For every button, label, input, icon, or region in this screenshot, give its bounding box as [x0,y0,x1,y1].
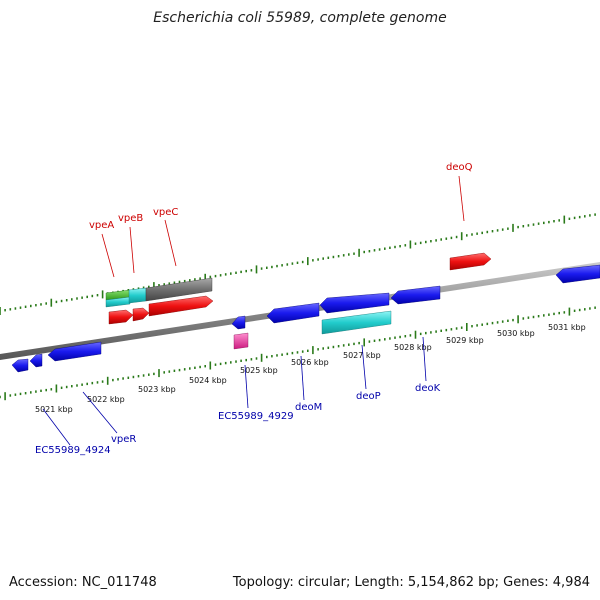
kbp-label: 5024 kbp [189,376,227,385]
gene-blue-2 [29,353,43,368]
gene-deoM [266,302,320,324]
gene-red-2 [132,307,150,322]
kbp-label: 5023 kbp [138,385,176,394]
accession-text: Accession: NC_011748 [9,575,157,590]
gene-label-deoP: deoP [356,391,381,402]
gene-deoK [390,285,441,305]
gene-vpeA [105,296,131,308]
callout-lines [42,175,465,446]
topology-text: Topology: circular; Length: 5,154,862 bp… [232,575,590,590]
kbp-label: 5026 kbp [291,358,329,367]
tick-row-lower [0,306,596,401]
gene-blue-right [555,264,600,284]
gene-label-deoQ: deoQ [446,162,473,173]
forward-genes [105,252,492,325]
kbp-labels: 5021 kbp 5022 kbp 5023 kbp 5024 kbp 5025… [35,323,586,414]
gene-blue-small [231,315,246,330]
map-title: Escherichia coli 55989, complete genome [153,10,447,26]
kbp-label: 5029 kbp [446,336,484,345]
gene-deoP [321,310,392,335]
reverse-genes [11,264,600,373]
gene-blue-1 [11,358,29,373]
kbp-label: 5028 kbp [394,343,432,352]
kbp-label: 5025 kbp [240,366,278,375]
kbp-label: 5030 kbp [497,329,535,338]
gene-label-deoK: deoK [415,383,441,394]
gene-label-EC55989_4929: EC55989_4929 [218,411,294,422]
kbp-label: 5021 kbp [35,405,73,414]
gene-label-deoM: deoM [295,402,322,413]
kbp-label: 5022 kbp [87,395,125,404]
gene-deoB [319,292,390,314]
gene-red-3 [148,295,214,317]
gene-deoQ [449,252,492,271]
gene-red-1 [108,309,134,325]
gene-vpeR [47,341,102,362]
gene-label-vpeB: vpeB [118,213,143,224]
gene-label-vpeR: vpeR [111,434,136,445]
gene-vpeB [128,287,147,304]
gene-EC55989_4929 [233,332,249,350]
kbp-label: 5027 kbp [343,351,381,360]
kbp-label: 5031 kbp [548,323,586,332]
gene-vpeC-gray [145,277,213,302]
gene-label-EC55989_4924: EC55989_4924 [35,445,111,456]
gene-label-vpeA: vpeA [89,220,114,231]
gene-label-vpeC: vpeC [153,207,178,218]
